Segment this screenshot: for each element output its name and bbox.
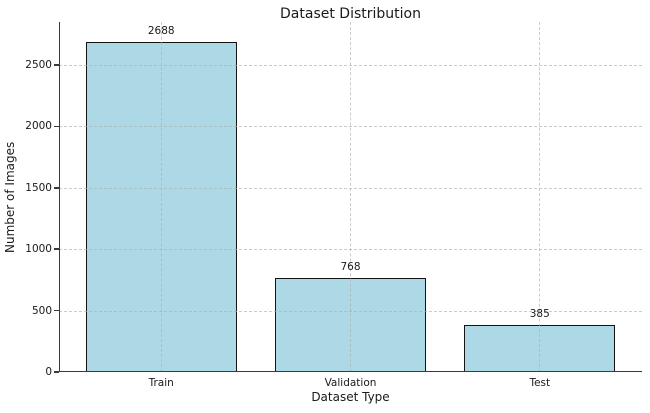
y-tick-label-0: 0	[45, 366, 52, 378]
x-axis-label: Dataset Type	[311, 390, 390, 404]
v-gridline-train	[160, 22, 162, 372]
y-tick-mark-1500	[54, 187, 59, 189]
y-tick-label-1000: 1000	[25, 243, 52, 256]
x-tick-label-test: Test	[529, 377, 551, 389]
x-tick-label-validation: Validation	[324, 377, 377, 389]
y-tick-label-2000: 2000	[25, 120, 52, 133]
y-tick-label-2500: 2500	[25, 58, 52, 71]
chart-title: Dataset Distribution	[280, 6, 421, 22]
y-axis-label: Number of Images	[3, 141, 17, 253]
y-tick-label-1500: 1500	[25, 181, 52, 194]
x-tick-label-train: Train	[148, 377, 174, 389]
y-tick-mark-500	[54, 309, 59, 312]
y-tick-mark-2000	[54, 125, 59, 128]
bar-value-label-test: 385	[529, 307, 550, 320]
bar-value-label-validation: 768	[340, 260, 361, 273]
v-gridline-validation	[350, 22, 351, 372]
y-tick-mark-1000	[54, 248, 59, 250]
v-gridline-test	[539, 22, 541, 372]
y-tick-mark-2500	[54, 64, 59, 66]
y-tick-label-500: 500	[31, 304, 52, 317]
y-tick-mark-0	[54, 371, 59, 373]
bar-value-label-train: 2688	[147, 24, 175, 37]
